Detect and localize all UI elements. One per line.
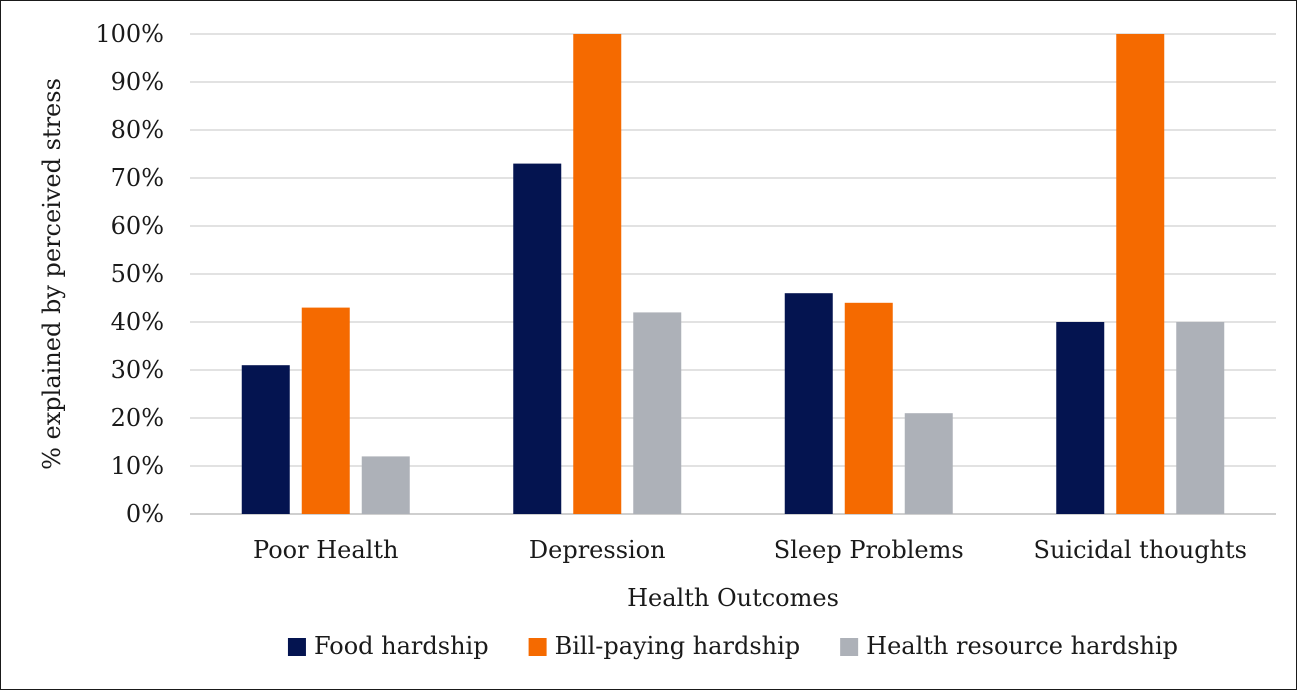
bars	[241, 34, 1225, 514]
y-tick-label: 70%	[111, 164, 164, 192]
gridlines	[190, 33, 1276, 515]
bar	[844, 302, 893, 514]
legend-label: Health resource hardship	[866, 632, 1178, 660]
y-axis-ticks: 0% 10% 20% 30% 40% 50% 60% 70% 80% 90% 100%	[95, 20, 164, 528]
x-tick-label: Sleep Problems	[774, 536, 964, 564]
bar	[241, 365, 290, 514]
x-tick-label: Suicidal thoughts	[1034, 536, 1247, 564]
bar	[513, 163, 562, 514]
bar	[301, 307, 350, 514]
bar	[1116, 34, 1165, 514]
x-axis-ticks: Poor Health Depression Sleep Problems Suici…	[253, 536, 1247, 564]
x-tick-label: Depression	[529, 536, 666, 564]
legend-swatch	[528, 638, 547, 656]
legend-label: Bill-paying hardship	[555, 632, 801, 660]
bar	[573, 34, 622, 514]
y-axis-title: % explained by perceived stress	[38, 78, 66, 470]
y-tick-label: 40%	[111, 308, 164, 336]
bar	[784, 293, 833, 514]
y-tick-label: 0%	[126, 500, 164, 528]
y-tick-label: 20%	[111, 404, 164, 432]
bar	[1176, 322, 1225, 514]
bar	[633, 312, 682, 514]
legend-swatch	[840, 638, 859, 656]
y-tick-label: 30%	[111, 356, 164, 384]
legend: Food hardship Bill-paying hardship Health …	[287, 632, 1178, 660]
y-tick-label: 90%	[111, 68, 164, 96]
x-tick-label: Poor Health	[253, 536, 398, 564]
y-tick-label: 80%	[111, 116, 164, 144]
x-axis-title: Health Outcomes	[627, 584, 839, 612]
legend-swatch	[287, 638, 306, 656]
y-tick-label: 100%	[95, 20, 164, 48]
legend-label: Food hardship	[314, 632, 489, 660]
y-tick-label: 50%	[111, 260, 164, 288]
bar	[904, 413, 953, 514]
y-tick-label: 60%	[111, 212, 164, 240]
bar	[1056, 322, 1105, 514]
y-tick-label: 10%	[111, 452, 164, 480]
bar	[361, 456, 410, 514]
